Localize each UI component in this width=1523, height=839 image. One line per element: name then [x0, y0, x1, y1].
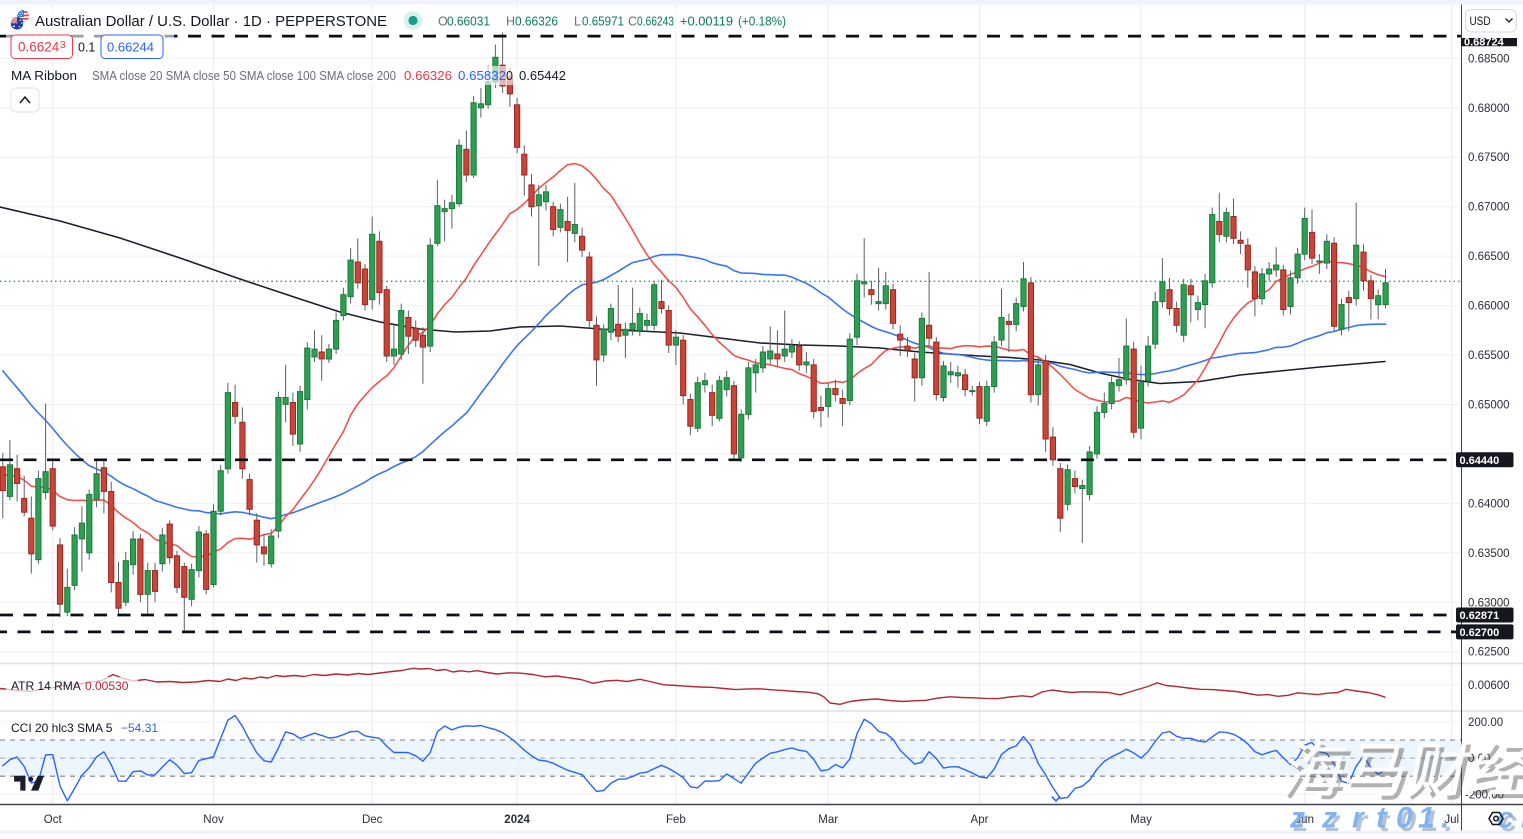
svg-text:Apr: Apr	[971, 814, 989, 826]
svg-text:.: .	[1441, 802, 1449, 835]
svg-text:Dec: Dec	[362, 814, 383, 826]
svg-text:t: t	[1380, 805, 1392, 834]
svg-text:0.67000: 0.67000	[1468, 202, 1510, 214]
svg-text:-200.00: -200.00	[1465, 789, 1504, 801]
svg-text:ATR 14 RMA: ATR 14 RMA	[11, 679, 81, 693]
svg-text:2024: 2024	[504, 814, 530, 826]
svg-text:0: 0	[1396, 802, 1413, 835]
svg-text:Mar: Mar	[818, 814, 838, 826]
svg-text:r: r	[1352, 802, 1366, 835]
svg-text:Nov: Nov	[203, 814, 224, 826]
svg-text:海马财经: 海马财经	[1280, 741, 1523, 808]
svg-text:0.63500: 0.63500	[1468, 548, 1510, 560]
svg-text:L: L	[574, 15, 581, 29]
svg-text:1: 1	[1422, 805, 1439, 834]
svg-text:Oct: Oct	[44, 814, 63, 826]
svg-text:0: 0	[506, 69, 513, 83]
svg-text:MA Ribbon: MA Ribbon	[11, 69, 77, 83]
svg-text:Australian Dollar / U.S. Dolla: Australian Dollar / U.S. Dollar · 1D · P…	[35, 14, 387, 30]
svg-text:3: 3	[60, 40, 66, 51]
svg-text:0.66243: 0.66243	[637, 15, 674, 29]
svg-text:0.65000: 0.65000	[1468, 400, 1510, 412]
svg-text:0.65442: 0.65442	[519, 69, 566, 83]
svg-text:−54.31: −54.31	[121, 721, 158, 735]
svg-text:0.66000: 0.66000	[1468, 301, 1510, 313]
svg-text:.: .	[1445, 805, 1453, 834]
svg-text:0.66031: 0.66031	[447, 15, 490, 29]
svg-text:0.66244: 0.66244	[107, 40, 154, 55]
svg-text:z: z	[1325, 805, 1341, 834]
svg-text:z: z	[1289, 802, 1305, 835]
svg-text:0: 0	[1400, 805, 1417, 834]
svg-text:0.6624: 0.6624	[18, 40, 60, 55]
svg-text:CCI 20 hlc3 SMA 5: CCI 20 hlc3 SMA 5	[11, 721, 113, 735]
svg-text:0.64000: 0.64000	[1468, 498, 1510, 510]
svg-text:May: May	[1130, 814, 1152, 826]
svg-text:0.00530: 0.00530	[85, 679, 129, 693]
svg-text:0.1: 0.1	[78, 41, 95, 55]
svg-text:0.65500: 0.65500	[1468, 350, 1510, 362]
svg-text:0.68500: 0.68500	[1468, 53, 1510, 65]
svg-text:0.67500: 0.67500	[1468, 152, 1510, 164]
svg-text:Jun: Jun	[1295, 814, 1314, 826]
svg-text:0.66500: 0.66500	[1468, 251, 1510, 263]
svg-text:z: z	[1293, 805, 1309, 834]
svg-text:O: O	[438, 15, 448, 29]
svg-text:0.62700: 0.62700	[1460, 627, 1500, 639]
svg-text:Jul: Jul	[1444, 814, 1459, 826]
svg-text:0.00600: 0.00600	[1468, 680, 1510, 692]
svg-text:0.62500: 0.62500	[1468, 647, 1510, 659]
svg-text:0.00: 0.00	[1468, 753, 1490, 765]
svg-text:(+0.18%): (+0.18%)	[738, 15, 786, 29]
svg-text:200.00: 200.00	[1468, 717, 1503, 729]
svg-text:r: r	[1356, 805, 1370, 834]
svg-text:0.66326: 0.66326	[404, 69, 452, 83]
svg-text:n: n	[1521, 802, 1523, 835]
svg-text:c: c	[1497, 802, 1514, 835]
svg-text:海马财经: 海马财经	[1276, 737, 1523, 804]
svg-text:1: 1	[1418, 802, 1435, 835]
svg-text:t: t	[1376, 802, 1388, 835]
svg-text:0.68724: 0.68724	[1464, 36, 1505, 48]
svg-text:USD: USD	[1470, 14, 1491, 28]
svg-text:0.63000: 0.63000	[1468, 597, 1510, 609]
svg-text:C: C	[628, 15, 637, 29]
svg-text:0.62871: 0.62871	[1460, 610, 1500, 622]
svg-text:0.65832: 0.65832	[458, 69, 506, 83]
svg-text:0.64440: 0.64440	[1460, 455, 1500, 467]
svg-text:c: c	[1501, 805, 1518, 834]
svg-text:H: H	[506, 15, 515, 29]
svg-text:z: z	[1321, 802, 1337, 835]
svg-text:+0.00119: +0.00119	[680, 15, 733, 29]
svg-text:Feb: Feb	[666, 814, 686, 826]
svg-text:0.66326: 0.66326	[515, 15, 558, 29]
svg-text:0.68000: 0.68000	[1468, 103, 1510, 115]
svg-text:SMA close 20 SMA close 50 SMA: SMA close 20 SMA close 50 SMA close 100 …	[92, 69, 396, 83]
svg-text:0.65971: 0.65971	[582, 15, 624, 29]
